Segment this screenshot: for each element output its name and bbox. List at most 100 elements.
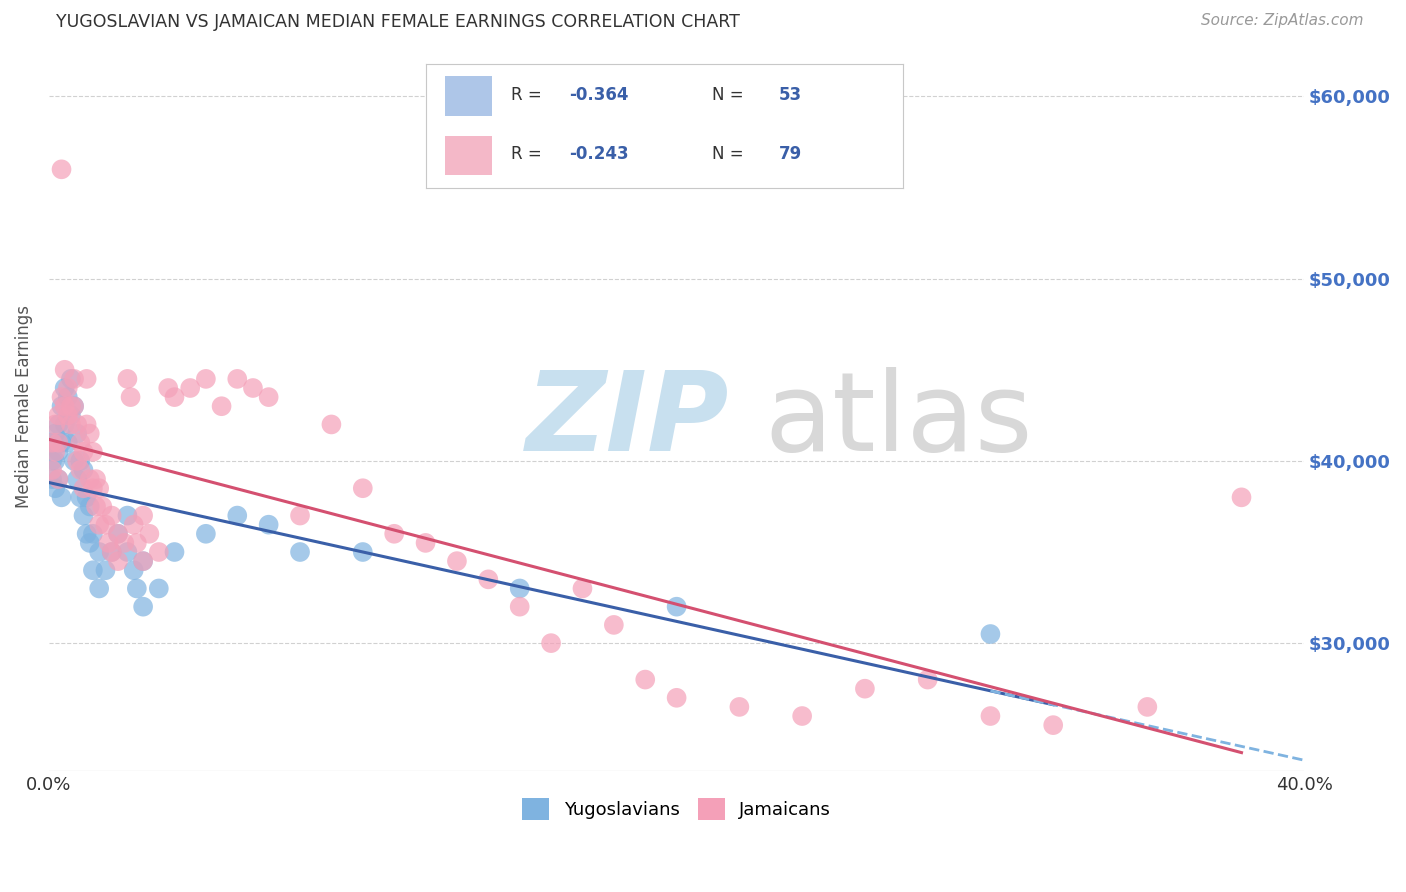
Point: [540, 636, 562, 650]
Point: [69, 463, 91, 477]
Point: [41, 463, 63, 477]
Point: [44, 454, 66, 468]
Point: [76, 372, 98, 386]
Point: [82, 526, 104, 541]
Point: [97, 536, 120, 550]
Point: [163, 390, 186, 404]
Point: [63, 372, 86, 386]
Point: [72, 463, 94, 477]
Point: [72, 444, 94, 458]
Point: [59, 417, 82, 432]
Point: [107, 526, 129, 541]
Point: [138, 526, 160, 541]
Point: [44, 417, 66, 432]
Point: [56, 435, 79, 450]
Point: [257, 517, 280, 532]
Point: [100, 545, 122, 559]
Point: [665, 599, 688, 614]
Point: [117, 545, 139, 559]
Point: [41, 435, 63, 450]
Point: [51, 435, 73, 450]
Point: [132, 554, 155, 568]
Point: [242, 381, 264, 395]
Point: [117, 372, 139, 386]
Point: [148, 545, 170, 559]
Point: [82, 481, 104, 495]
Point: [44, 481, 66, 495]
Point: [132, 554, 155, 568]
Point: [66, 426, 89, 441]
Point: [51, 390, 73, 404]
Point: [89, 545, 111, 559]
Point: [148, 582, 170, 596]
Point: [53, 399, 76, 413]
Point: [84, 500, 107, 514]
Point: [44, 444, 66, 458]
Point: [226, 372, 249, 386]
Point: [41, 454, 63, 468]
Point: [84, 472, 107, 486]
Point: [48, 444, 70, 458]
Point: [53, 363, 76, 377]
Legend: Yugoslavians, Jamaicans: Yugoslavians, Jamaicans: [515, 791, 838, 827]
Point: [63, 454, 86, 468]
Point: [107, 526, 129, 541]
Point: [163, 545, 186, 559]
Point: [51, 162, 73, 177]
Point: [125, 536, 148, 550]
Point: [107, 554, 129, 568]
Point: [82, 563, 104, 577]
Point: [571, 582, 593, 596]
Point: [132, 599, 155, 614]
Point: [179, 381, 201, 395]
Point: [44, 426, 66, 441]
Point: [100, 545, 122, 559]
Point: [91, 500, 114, 514]
Point: [979, 627, 1001, 641]
Point: [509, 599, 531, 614]
Point: [100, 508, 122, 523]
Point: [352, 481, 374, 495]
Point: [72, 508, 94, 523]
Point: [634, 673, 657, 687]
Point: [76, 526, 98, 541]
Point: [94, 517, 117, 532]
Point: [66, 472, 89, 486]
Point: [66, 417, 89, 432]
Point: [122, 563, 145, 577]
Point: [89, 481, 111, 495]
Point: [917, 673, 939, 687]
Point: [76, 491, 98, 505]
Text: Source: ZipAtlas.com: Source: ZipAtlas.com: [1201, 13, 1364, 29]
Point: [63, 399, 86, 413]
Point: [120, 390, 142, 404]
Point: [79, 536, 101, 550]
Point: [112, 536, 135, 550]
Point: [79, 426, 101, 441]
Point: [477, 572, 499, 586]
Point: [157, 381, 180, 395]
Point: [257, 390, 280, 404]
Point: [415, 536, 437, 550]
Point: [48, 409, 70, 423]
Point: [72, 481, 94, 495]
Point: [56, 409, 79, 423]
Point: [56, 381, 79, 395]
Point: [56, 390, 79, 404]
Point: [79, 500, 101, 514]
Point: [69, 435, 91, 450]
Point: [352, 545, 374, 559]
Point: [288, 508, 311, 523]
Point: [69, 491, 91, 505]
Text: ZIP: ZIP: [526, 368, 730, 475]
Point: [51, 491, 73, 505]
Point: [603, 618, 626, 632]
Point: [89, 582, 111, 596]
Point: [665, 690, 688, 705]
Point: [194, 526, 217, 541]
Point: [122, 517, 145, 532]
Point: [48, 472, 70, 486]
Text: atlas: atlas: [765, 368, 1033, 475]
Point: [1230, 491, 1253, 505]
Point: [853, 681, 876, 696]
